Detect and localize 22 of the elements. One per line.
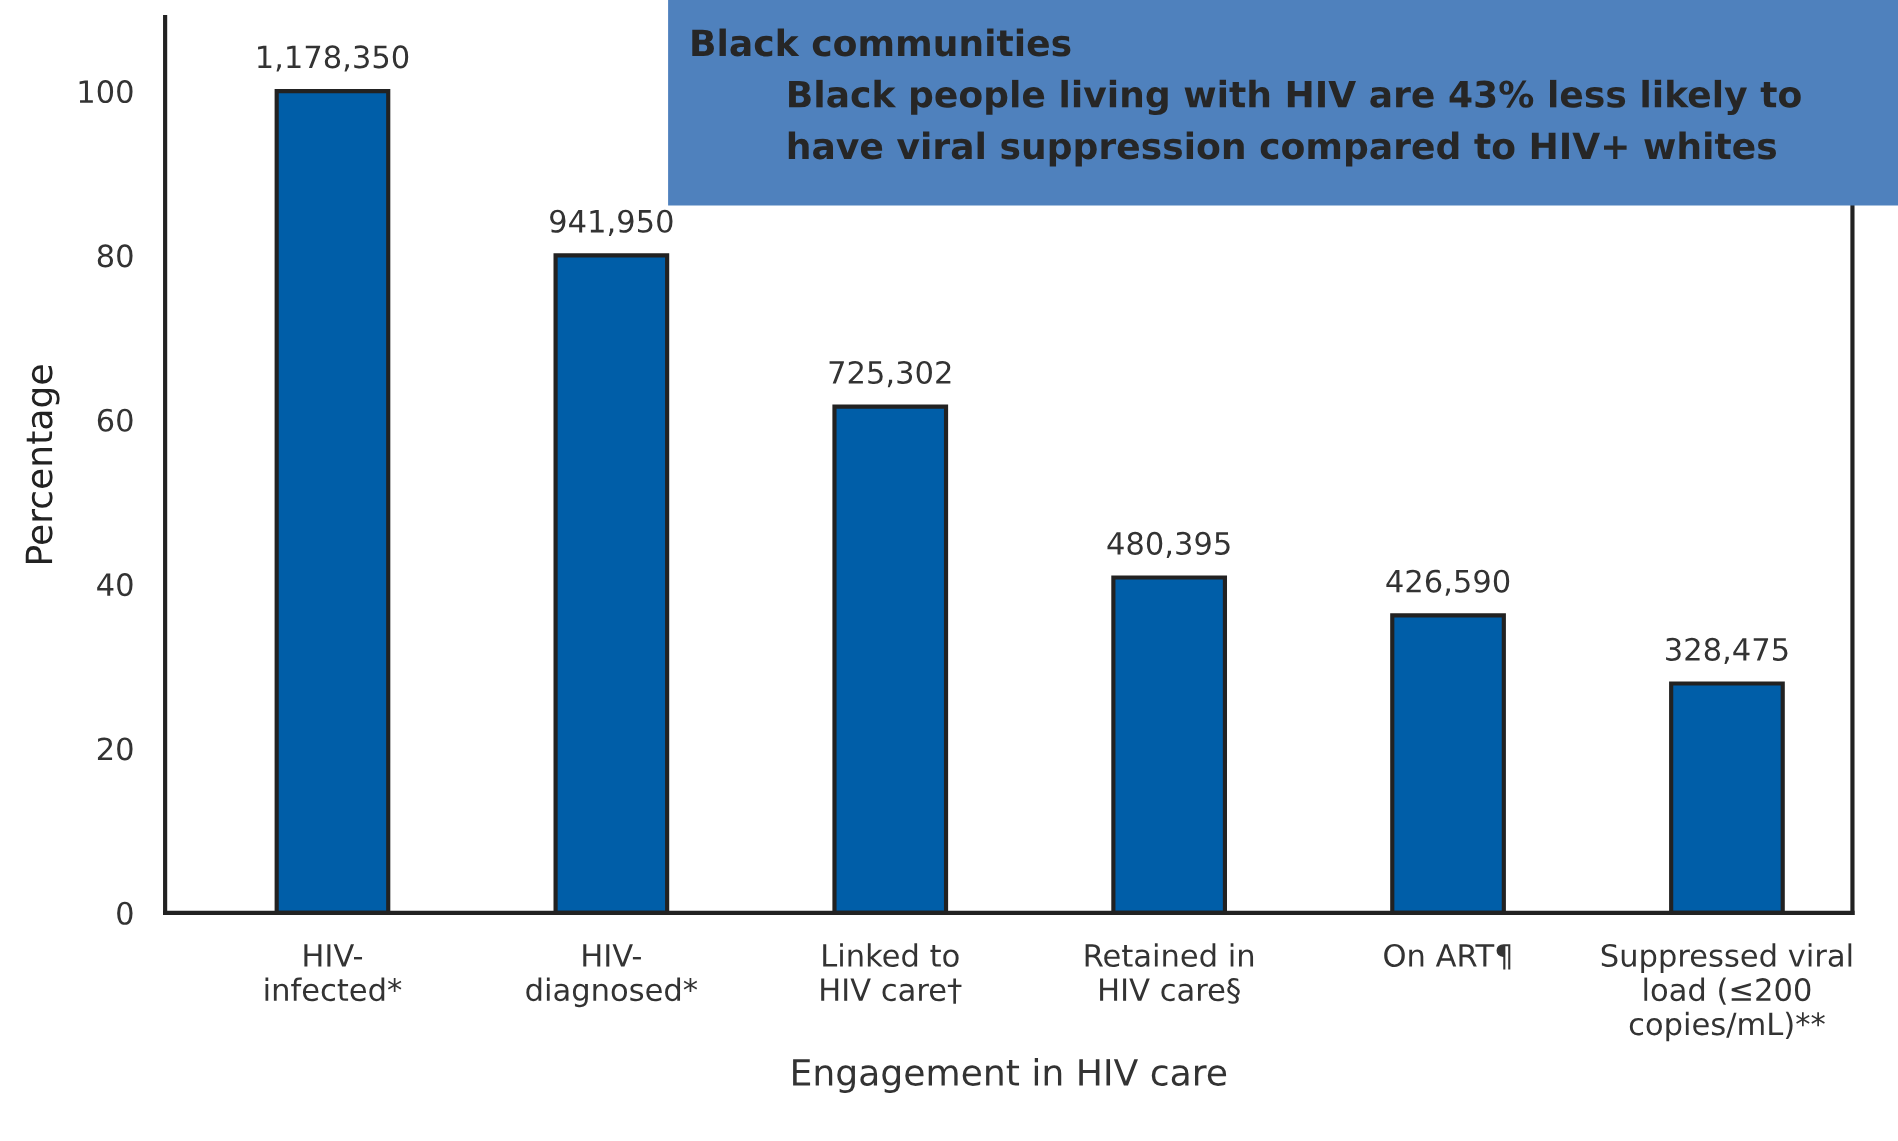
y-tick-label: 40 [97,573,133,597]
x-tick-label: Linked to HIV care† [821,943,962,1004]
annotation: 426,590 [1386,569,1510,596]
x-tick-label: Retained in HIV care§ [1085,943,1254,1004]
y-tick-label: 100 [79,80,133,104]
y-axis-title: Percentage [25,365,60,563]
x-axis-title: Engagement in HIV care [793,1058,1227,1093]
x-tick-label: HIV- infected* [265,944,402,1002]
annotation: 1,178,350 [258,45,409,72]
x-tick-label: HIV- diagnosed* [526,944,698,1008]
annotation: 328,475 [1666,637,1788,665]
annotation: 725,302 [829,360,951,388]
y-tick-label: 80 [97,244,133,268]
chart-title: Black communities [692,28,1071,57]
x-tick-label: On ART¶ [1384,943,1511,970]
y-tick-label: 0 [117,901,133,925]
annotation: 480,395 [1107,531,1230,559]
x-tick-label: Suppressed viral load (≤200 copies/mL)** [1601,943,1852,1042]
text: Black people living with HIV are 43% less likely to have viral suppression compared to HIV+ whites [788,79,1801,167]
annotation: 941,950 [550,209,673,236]
y-tick-label: 20 [97,737,133,761]
y-tick-label: 60 [97,408,133,432]
